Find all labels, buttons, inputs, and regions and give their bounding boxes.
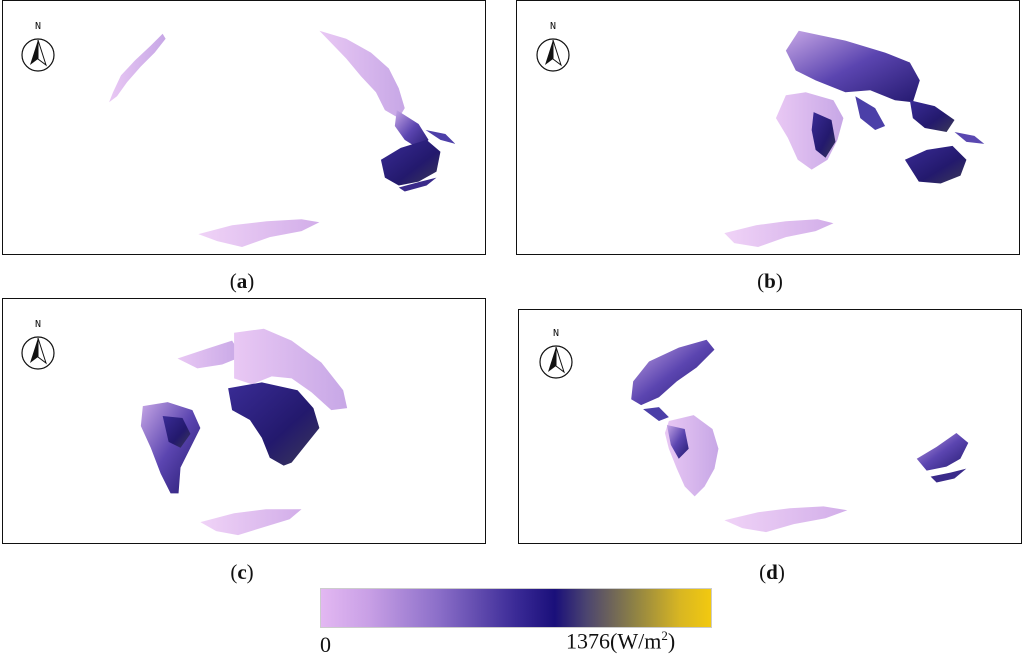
caption-b: (b) <box>757 269 783 293</box>
caption-d: (d) <box>759 560 785 584</box>
north-label: N <box>552 328 560 339</box>
colorbar-max-label: 1376(W/m2) <box>566 628 676 654</box>
caption-a: (a) <box>229 269 255 293</box>
caption-c: (c) <box>230 560 254 584</box>
map-panel-c: N <box>2 298 486 544</box>
colorbar <box>320 588 712 628</box>
compass-icon <box>536 38 570 72</box>
compass-icon <box>539 345 573 379</box>
solar-radiation-map-b <box>724 30 985 248</box>
solar-radiation-map-a <box>109 30 456 248</box>
map-panel-d: N <box>518 309 1022 544</box>
north-arrow-c: N <box>18 319 58 375</box>
map-panel-b: N <box>516 0 1020 255</box>
north-arrow-a: N <box>18 21 58 77</box>
north-label: N <box>549 21 557 32</box>
north-arrow-d: N <box>536 328 576 384</box>
compass-icon <box>21 38 55 72</box>
map-panel-a: N <box>2 0 486 255</box>
north-label: N <box>34 319 42 330</box>
solar-radiation-map-d <box>631 339 969 533</box>
compass-icon <box>21 336 55 370</box>
north-arrow-b: N <box>533 21 573 77</box>
solar-radiation-map-c <box>140 328 348 536</box>
colorbar-min-label: 0 <box>320 632 331 657</box>
north-label: N <box>34 21 42 32</box>
